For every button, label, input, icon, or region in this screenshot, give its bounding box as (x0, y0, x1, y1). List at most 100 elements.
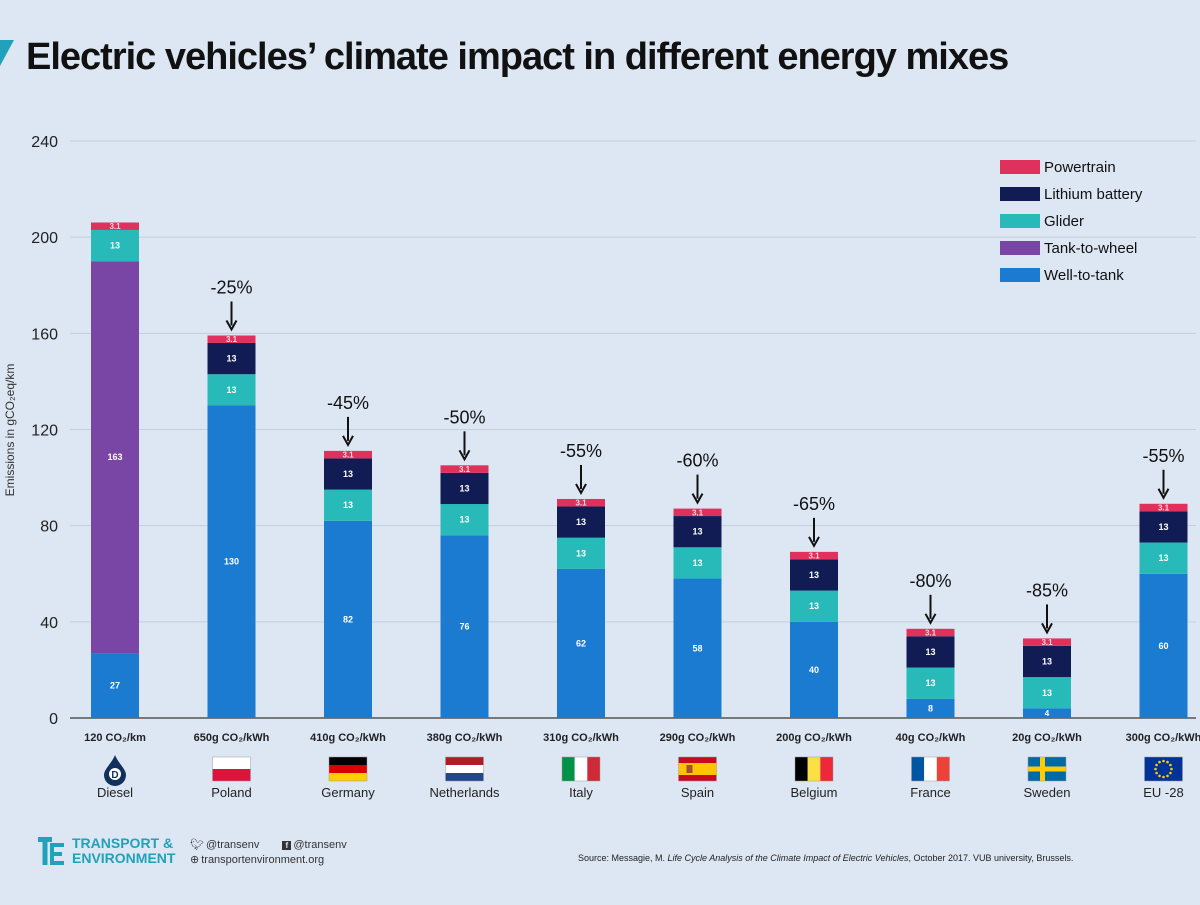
data-label: 58 (692, 643, 702, 653)
y-tick-label: 40 (40, 615, 58, 632)
x-tick-label: Germany (321, 785, 375, 800)
bar-segment (557, 506, 605, 538)
flag-belgium-icon (795, 757, 808, 781)
data-label: 4 (1045, 709, 1050, 718)
flag-france-icon (911, 757, 925, 781)
x-tick-label: Diesel (97, 785, 133, 800)
flag-poland-icon (212, 757, 251, 769)
bar-segment (557, 537, 605, 569)
bar-segment (673, 508, 722, 517)
data-label: 13 (925, 678, 935, 688)
twitter-link[interactable]: 🐦︎ @transenv (190, 839, 269, 851)
bar-segment (1139, 503, 1188, 512)
x-tick-sublabel: 410g CO₂/kWh (310, 732, 386, 744)
website-url: transportenvironment.org (201, 854, 325, 866)
bar-segment (790, 590, 838, 622)
data-label: 13 (1158, 522, 1168, 532)
source-prefix: Source: Messagie, M. (578, 853, 668, 863)
source-title: Life Cycle Analysis of the Climate Impac… (667, 853, 909, 863)
data-label: 3.1 (692, 508, 704, 517)
reduction-label: -50% (443, 407, 485, 427)
bar-segment (790, 559, 838, 591)
bar-segment (790, 621, 838, 718)
data-label: 13 (459, 515, 469, 525)
legend-label: Well-to-tank (1044, 267, 1124, 284)
bar-segment (91, 222, 139, 230)
flag-border-germany (328, 756, 368, 782)
bar-segment (1139, 511, 1188, 543)
flag-eu-star-icon (1162, 759, 1165, 763)
data-label: 163 (107, 452, 122, 462)
flag-france-icon (924, 757, 937, 781)
x-tick-sublabel: 380g CO₂/kWh (427, 732, 503, 744)
facebook-link[interactable]: f @transenv (282, 839, 356, 851)
flag-border-eu-28 (1144, 756, 1183, 782)
data-label: 3.1 (109, 222, 121, 231)
bar-segment (790, 551, 838, 560)
reduction-arrow-head (924, 613, 937, 625)
legend-swatch (1000, 241, 1040, 255)
y-tick-label: 200 (31, 230, 58, 247)
legend-swatch (1000, 187, 1040, 201)
reduction-label: -60% (676, 451, 718, 471)
data-label: 3.1 (925, 629, 937, 638)
bar-segment (207, 335, 256, 343)
data-label: 3.1 (226, 335, 238, 344)
flag-sweden-icon (1028, 766, 1066, 772)
reduction-arrow-head (808, 536, 820, 548)
data-label: 13 (343, 500, 353, 510)
x-tick-sublabel: 290g CO₂/kWh (660, 732, 736, 744)
twitter-icon: 🐦︎ (190, 839, 204, 851)
bar-segment (557, 498, 605, 507)
bar-segment (440, 535, 489, 718)
website-link[interactable]: ⊕ transportenvironment.org (190, 854, 334, 866)
bar-segment (1023, 638, 1071, 646)
bar-segment (440, 472, 489, 505)
data-label: 13 (226, 385, 236, 395)
flag-germany-icon (329, 765, 367, 773)
flag-italy-icon (587, 757, 600, 781)
x-tick-sublabel: 310g CO₂/kWh (543, 732, 619, 744)
flag-border-italy (561, 756, 601, 782)
data-label: 13 (809, 601, 819, 611)
flag-eu-star-icon (1155, 763, 1158, 767)
bar-segment (207, 374, 256, 406)
data-label: 13 (1158, 553, 1168, 563)
reduction-arrow-head (342, 435, 354, 447)
bar-segment (906, 636, 955, 668)
bar-segment (207, 342, 256, 375)
twitter-handle: @transenv (205, 839, 260, 851)
flag-eu-star-icon (1158, 774, 1161, 778)
flag-spain-emblem-icon (686, 765, 693, 773)
y-axis-label: Emissions in gCO₂eq/km (3, 364, 17, 497)
legend-label: Lithium battery (1044, 186, 1143, 203)
data-label: 40 (809, 665, 819, 675)
data-label: 13 (576, 517, 586, 527)
flag-spain-icon (678, 763, 717, 775)
flag-eu-star-icon (1154, 767, 1157, 771)
flag-eu-star-icon (1170, 767, 1173, 771)
data-label: 3.1 (575, 499, 587, 508)
y-tick-label: 80 (40, 519, 58, 536)
stacked-bar-chart: 0 40 80 120 160 200 240 Emissions in gCO₂eq/km 2… (3, 134, 1200, 800)
facebook-icon: f (282, 841, 292, 850)
flag-border-sweden (1027, 756, 1067, 782)
data-label: 13 (692, 527, 702, 537)
flag-eu-star-icon (1162, 775, 1165, 779)
reduction-label: -55% (1142, 446, 1184, 466)
reduction-arrow-head (1157, 488, 1170, 500)
bar-segment (440, 465, 489, 473)
bar-segment (906, 698, 955, 718)
data-label: 13 (925, 647, 935, 657)
flag-border-france (911, 756, 950, 782)
data-label: 82 (343, 614, 353, 624)
flag-eu-star-icon (1169, 771, 1172, 775)
x-tick-sublabel: 200g CO₂/kWh (776, 732, 852, 744)
data-label: 3.1 (808, 552, 820, 561)
data-label: 13 (576, 548, 586, 558)
bar-segment (906, 628, 955, 637)
bar-segment (324, 520, 372, 718)
reduction-arrow-head (458, 449, 471, 462)
flag-eu-star-icon (1155, 771, 1158, 775)
page-title: Electric vehicles’ climate impact in dif… (26, 36, 1009, 78)
